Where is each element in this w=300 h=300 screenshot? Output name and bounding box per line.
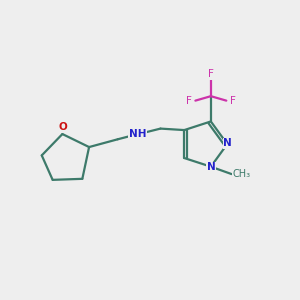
Text: F: F	[208, 70, 214, 80]
Text: NH: NH	[129, 129, 146, 139]
Text: F: F	[186, 96, 192, 106]
Text: CH₃: CH₃	[232, 169, 250, 179]
Text: O: O	[58, 122, 68, 133]
Text: N: N	[224, 139, 232, 148]
Text: N: N	[207, 162, 215, 172]
Text: F: F	[230, 96, 236, 106]
